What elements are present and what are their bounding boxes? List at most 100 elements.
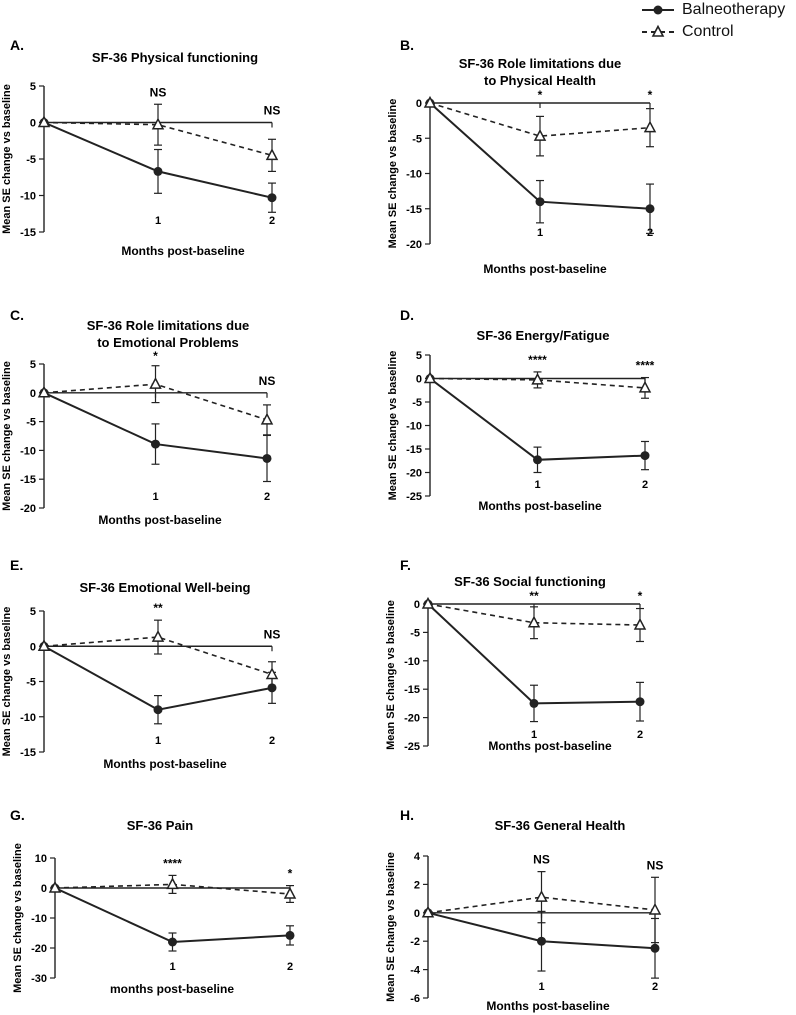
data-point-control: [643, 120, 657, 133]
data-point-control: [151, 629, 165, 642]
significance-label: NS: [647, 858, 664, 872]
y-tick-label: 5: [416, 350, 422, 362]
y-tick-label: -5: [410, 627, 420, 639]
y-tick-label: -10: [20, 712, 36, 724]
x-tick-label: 2: [652, 981, 658, 993]
x-axis-label: months post-baseline: [110, 982, 234, 996]
data-point-control: [265, 148, 279, 161]
data-point-control: [283, 886, 297, 899]
data-point-balneotherapy: [537, 936, 546, 946]
data-point-balneotherapy: [645, 204, 655, 214]
y-tick-label: -20: [31, 943, 47, 955]
y-tick-label: 0: [414, 908, 420, 920]
y-tick-label: -5: [26, 417, 36, 429]
panel-letter: B.: [400, 37, 414, 53]
legend-label-control: Control: [682, 23, 734, 40]
series-line-control: [427, 896, 656, 914]
y-axis-label: Mean SE change vs baseline: [387, 351, 399, 501]
data-point-control: [166, 877, 179, 890]
y-tick-label: -4: [410, 965, 421, 977]
panel-a: A. SF-36 Physical functioning 5 0 -5 -10 -15 1 2…: [1, 37, 280, 258]
y-axis-label: Mean SE change vs baseline: [385, 600, 397, 750]
chart-title: SF-36 Emotional Well-being: [80, 580, 251, 595]
y-tick-label: -25: [406, 491, 422, 503]
legend-swatch-control: [642, 24, 674, 37]
y-tick-label: 2: [414, 879, 420, 891]
chart-title: SF-36 Role limitations due: [459, 56, 622, 71]
data-point-control: [423, 95, 437, 108]
x-tick-label: 2: [264, 491, 270, 503]
y-tick-label: -5: [26, 677, 36, 689]
y-tick-label: -20: [20, 503, 36, 515]
data-point-control: [423, 371, 437, 384]
y-tick-label: -10: [406, 169, 422, 181]
legend-item-control: Control: [640, 22, 790, 42]
panel-letter: A.: [10, 37, 24, 53]
chart-title: SF-36 Physical functioning: [92, 50, 258, 65]
y-tick-label: -15: [20, 474, 36, 486]
x-tick-label: 1: [538, 981, 544, 993]
y-tick-label: -20: [404, 713, 420, 725]
x-axis-label: Months post-baseline: [486, 999, 610, 1013]
y-tick-label: -25: [404, 741, 420, 753]
data-point-balneotherapy: [267, 193, 277, 203]
y-tick-label: 5: [30, 606, 36, 618]
data-point-balneotherapy: [267, 683, 277, 693]
panel-letter: E.: [10, 557, 23, 573]
x-axis-label: Months post-baseline: [103, 757, 227, 771]
y-tick-label: -15: [404, 684, 420, 696]
significance-label: **: [529, 589, 539, 603]
x-tick-label: 2: [287, 961, 293, 973]
x-axis-label: Months post-baseline: [98, 513, 222, 527]
chart-title: SF-36 Social functioning: [454, 574, 606, 589]
data-point-control: [638, 380, 652, 393]
x-axis-label: Months post-baseline: [488, 739, 612, 753]
data-point-balneotherapy: [285, 930, 295, 940]
data-point-control: [535, 890, 548, 902]
data-point-balneotherapy: [640, 451, 650, 461]
x-axis-label: Months post-baseline: [478, 499, 602, 513]
panel-c: C. SF-36 Role limitations due to Emotional…: [1, 307, 275, 527]
panel-letter: F.: [400, 557, 411, 573]
panel-letter: H.: [400, 807, 414, 823]
y-tick-label: 0: [30, 641, 36, 653]
y-tick-label: -5: [412, 133, 422, 145]
y-tick-label: -20: [406, 239, 422, 251]
chart-title: to Emotional Problems: [97, 335, 239, 350]
data-point-control: [527, 615, 541, 628]
y-tick-label: -30: [31, 973, 47, 985]
significance-label: *: [538, 88, 543, 102]
data-point-control: [265, 667, 279, 680]
legend-label-balneotherapy: Balneotherapy: [682, 1, 786, 18]
data-point-balneotherapy: [168, 937, 177, 947]
significance-label: NS: [264, 104, 281, 118]
panel-letter: D.: [400, 307, 414, 323]
x-tick-label: 1: [537, 227, 543, 239]
data-point-balneotherapy: [151, 439, 160, 449]
x-tick-label: 1: [169, 961, 175, 973]
data-point-control: [531, 372, 544, 385]
y-tick-label: -15: [406, 204, 422, 216]
y-axis-label: Mean SE change vs baseline: [1, 84, 13, 234]
y-tick-label: -5: [412, 397, 422, 409]
y-tick-label: -20: [406, 468, 422, 480]
significance-label: ****: [528, 353, 547, 367]
chart-legend: Balneotherapy Control: [640, 0, 790, 44]
y-tick-label: 0: [414, 599, 420, 611]
y-tick-label: 0: [41, 883, 47, 895]
legend-swatch-balneotherapy: [642, 5, 674, 15]
y-tick-label: 0: [416, 98, 422, 110]
y-tick-label: 10: [35, 853, 47, 865]
significance-label: NS: [533, 853, 550, 867]
data-point-control: [648, 902, 662, 915]
panel-letter: G.: [10, 807, 25, 823]
panel-d: D. SF-36 Energy/Fatigue 5 0 -5 -10 -15 -20 -25 1 2…: [387, 307, 655, 513]
y-axis-label: Mean SE change vs baseline: [385, 852, 397, 1002]
series-line-control: [43, 121, 273, 157]
data-point-control: [260, 412, 274, 425]
significance-label: ****: [636, 359, 655, 373]
chart-title: SF-36 General Health: [495, 818, 626, 833]
y-tick-label: -10: [406, 421, 422, 433]
panel-f: F. SF-36 Social functioning 0 -5 -10 -15 -20 -2…: [385, 557, 647, 753]
significance-label: NS: [150, 85, 167, 99]
